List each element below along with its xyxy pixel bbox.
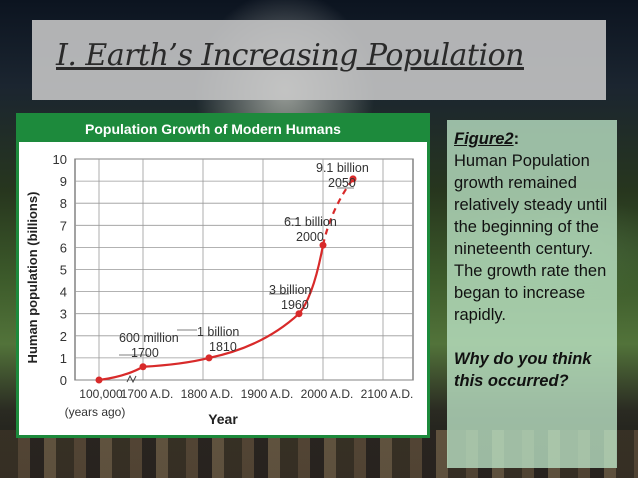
y-tick-label: 1 [60,351,67,366]
y-tick-label: 4 [60,285,67,300]
side-text: Figure2: Human Population growth remaine… [454,128,618,392]
annotation-value: 1 billion [197,325,239,339]
figure-description: Human Population growth remained relativ… [454,152,608,324]
figure-label: Figure2 [454,130,514,148]
data-point [295,310,303,318]
x-sublabel: (years ago) [65,405,126,419]
chart-svg: Population Growth of Modern Humans 0 1 2 3 4 5… [19,116,427,427]
data-point [95,376,103,384]
data-point [349,175,357,183]
slide-title: I. Earth’s Increasing Population [56,38,524,73]
series-line-dashed [321,178,354,246]
y-tick-label: 7 [60,218,67,233]
annotation-year: 1810 [209,340,237,354]
data-point [319,241,327,249]
x-tick-label: 1900 A.D. [241,387,294,401]
figure-colon: : [513,130,520,148]
data-point [139,363,147,371]
y-axis-label: Human population (billions) [25,192,40,364]
y-tick-label: 5 [60,263,67,278]
x-tick-label: 100,000 [79,387,123,401]
chart-title: Population Growth of Modern Humans [85,121,341,137]
side-panel [447,120,617,468]
annotation-year: 1960 [281,298,309,312]
x-tick-label: 1700 A.D. [121,387,174,401]
annotation-year: 2050 [328,176,356,190]
annotation-year: 2000 [296,230,324,244]
x-tick-label: 2100 A.D. [361,387,414,401]
axis-break-mark [126,374,137,384]
y-tick-label: 0 [60,373,67,388]
y-tick-label: 10 [53,152,67,167]
y-tick-label: 9 [60,174,67,189]
figure-question: Why do you think this occurred? [454,350,592,390]
x-axis-label: Year [208,411,238,427]
population-chart: Population Growth of Modern Humans 0 1 2 3 4 5… [16,113,430,438]
series-line-solid [98,244,325,382]
annotation-value: 3 billion [269,283,311,297]
y-tick-label: 3 [60,307,67,322]
annotation-value: 600 million [119,331,179,345]
x-tick-label: 1800 A.D. [181,387,234,401]
title-band [32,20,606,100]
x-tick-label: 2000 A.D. [301,387,354,401]
data-point [205,354,213,362]
y-tick-label: 2 [60,329,67,344]
y-tick-label: 6 [60,240,67,255]
annotation-value: 6.1 billion [284,215,337,229]
annotation-year: 1700 [131,346,159,360]
annotation-value: 9.1 billion [316,161,369,175]
y-tick-label: 8 [60,196,67,211]
chart-title-bar [19,116,427,142]
